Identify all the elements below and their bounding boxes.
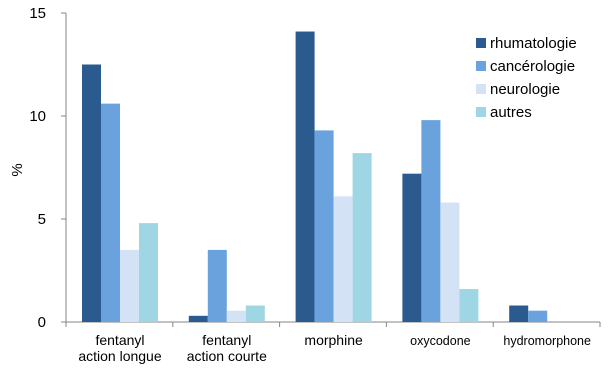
- bar-autres-1: [245, 305, 265, 322]
- bar-cancérologie-1: [207, 249, 227, 322]
- bar-cancérologie-4: [528, 310, 548, 322]
- x-tick-label: fentanyl: [95, 332, 144, 348]
- x-tick-label: action courte: [187, 348, 267, 364]
- bar-cancérologie-2: [314, 130, 334, 322]
- bar-neurologie-2: [333, 196, 353, 322]
- bar-rhumatologie-3: [402, 173, 422, 322]
- legend-swatch-rhumatologie: [476, 38, 486, 48]
- legend-label-rhumatologie: rhumatologie: [490, 35, 577, 52]
- bar-rhumatologie-2: [295, 31, 315, 322]
- bar-neurologie-0: [120, 249, 139, 322]
- legend-swatch-cancérologie: [476, 61, 486, 71]
- x-tick-label: morphine: [304, 332, 363, 348]
- bar-autres-2: [352, 153, 372, 322]
- x-tick-label: hydromorphone: [503, 334, 591, 348]
- x-tick-label: oxycodone: [410, 334, 471, 348]
- y-axis-label: %: [9, 163, 26, 176]
- bar-cancérologie-0: [101, 103, 120, 322]
- legend-label-autres: autres: [490, 104, 532, 121]
- bar-autres-0: [139, 223, 158, 322]
- legend-label-cancérologie: cancérologie: [490, 58, 575, 75]
- y-tick-label: 0: [38, 314, 46, 331]
- x-tick-label: action longue: [78, 348, 162, 364]
- legend-swatch-autres: [476, 107, 486, 117]
- bar-rhumatologie-4: [509, 305, 529, 322]
- y-tick-label: 15: [29, 5, 46, 22]
- bar-neurologie-1: [226, 310, 246, 322]
- legend-label-neurologie: neurologie: [490, 81, 560, 98]
- legend-swatch-neurologie: [476, 84, 486, 94]
- y-tick-label: 10: [29, 108, 46, 125]
- bar-rhumatologie-1: [188, 315, 208, 322]
- bar-autres-3: [459, 289, 479, 322]
- bar-neurologie-3: [440, 202, 460, 322]
- bar-cancérologie-3: [421, 120, 441, 323]
- y-tick-label: 5: [38, 211, 46, 228]
- x-tick-label: fentanyl: [202, 332, 251, 348]
- bar-rhumatologie-0: [82, 64, 101, 322]
